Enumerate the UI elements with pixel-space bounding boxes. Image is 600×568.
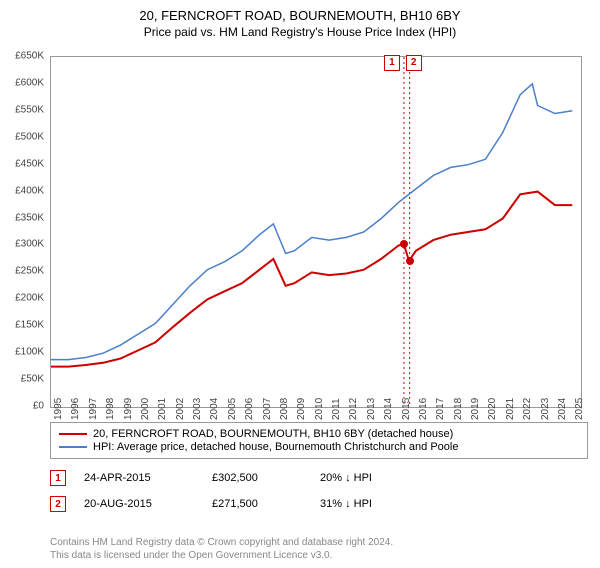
x-tick-label: 2019 xyxy=(470,398,481,420)
x-tick-label: 2023 xyxy=(540,398,551,420)
x-tick-label: 2025 xyxy=(574,398,585,420)
y-tick-label: £450K xyxy=(4,158,44,169)
sale-dot xyxy=(400,240,408,248)
x-tick-label: 2018 xyxy=(453,398,464,420)
y-tick-label: £550K xyxy=(4,104,44,115)
x-tick-label: 1998 xyxy=(105,398,116,420)
x-tick-label: 2003 xyxy=(192,398,203,420)
series-hpi xyxy=(51,84,572,360)
legend-label: 20, FERNCROFT ROAD, BOURNEMOUTH, BH10 6B… xyxy=(93,428,453,440)
x-tick-label: 2011 xyxy=(331,398,342,420)
x-tick-label: 2001 xyxy=(157,398,168,420)
legend-box: 20, FERNCROFT ROAD, BOURNEMOUTH, BH10 6B… xyxy=(50,422,588,459)
y-tick-label: £250K xyxy=(4,266,44,277)
x-tick-label: 2008 xyxy=(279,398,290,420)
sale-date: 24-APR-2015 xyxy=(84,472,194,484)
x-tick-label: 2007 xyxy=(262,398,273,420)
legend-swatch xyxy=(59,433,87,435)
sale-row: 2 20-AUG-2015 £271,500 31% ↓ HPI xyxy=(50,496,570,512)
y-tick-label: £500K xyxy=(4,131,44,142)
x-tick-label: 2016 xyxy=(418,398,429,420)
sale-marker-1: 1 xyxy=(384,55,400,71)
x-tick-label: 2022 xyxy=(522,398,533,420)
y-tick-label: £0 xyxy=(4,401,44,412)
y-tick-label: £600K xyxy=(4,77,44,88)
sale-marker-2: 2 xyxy=(406,55,422,71)
plot-area: 12 xyxy=(50,56,582,408)
legend-swatch xyxy=(59,446,87,448)
y-tick-label: £400K xyxy=(4,185,44,196)
x-tick-label: 2000 xyxy=(140,398,151,420)
chart-title: 20, FERNCROFT ROAD, BOURNEMOUTH, BH10 6B… xyxy=(0,8,600,23)
x-tick-label: 1999 xyxy=(123,398,134,420)
x-tick-label: 1997 xyxy=(88,398,99,420)
sale-change: 20% ↓ HPI xyxy=(320,472,372,484)
y-tick-label: £50K xyxy=(4,374,44,385)
x-tick-label: 2012 xyxy=(348,398,359,420)
x-tick-label: 2006 xyxy=(244,398,255,420)
x-tick-label: 2017 xyxy=(435,398,446,420)
sale-row-marker: 2 xyxy=(50,496,66,512)
x-tick-label: 2015 xyxy=(401,398,412,420)
x-tick-label: 2020 xyxy=(487,398,498,420)
sale-price: £271,500 xyxy=(212,498,302,510)
x-tick-label: 2024 xyxy=(557,398,568,420)
x-tick-label: 1996 xyxy=(70,398,81,420)
chart-subtitle: Price paid vs. HM Land Registry's House … xyxy=(0,25,600,39)
chart-area: 12 £0£50K£100K£150K£200K£250K£300K£350K£… xyxy=(50,56,580,406)
x-tick-label: 2010 xyxy=(314,398,325,420)
y-tick-label: £150K xyxy=(4,320,44,331)
y-tick-label: £200K xyxy=(4,293,44,304)
legend-label: HPI: Average price, detached house, Bour… xyxy=(93,441,458,453)
sale-row: 1 24-APR-2015 £302,500 20% ↓ HPI xyxy=(50,470,570,486)
x-tick-label: 2014 xyxy=(383,398,394,420)
y-tick-label: £300K xyxy=(4,239,44,250)
y-tick-label: £350K xyxy=(4,212,44,223)
x-tick-label: 2002 xyxy=(175,398,186,420)
y-tick-label: £100K xyxy=(4,347,44,358)
legend-row: HPI: Average price, detached house, Bour… xyxy=(59,441,579,453)
x-tick-label: 1995 xyxy=(53,398,64,420)
x-tick-label: 2013 xyxy=(366,398,377,420)
sale-row-marker: 1 xyxy=(50,470,66,486)
x-tick-label: 2021 xyxy=(505,398,516,420)
sale-change: 31% ↓ HPI xyxy=(320,498,372,510)
x-tick-label: 2005 xyxy=(227,398,238,420)
plot-svg xyxy=(51,57,581,407)
footer-line1: Contains HM Land Registry data © Crown c… xyxy=(50,536,393,549)
legend-row: 20, FERNCROFT ROAD, BOURNEMOUTH, BH10 6B… xyxy=(59,428,579,440)
footer-line2: This data is licensed under the Open Gov… xyxy=(50,549,393,562)
sale-price: £302,500 xyxy=(212,472,302,484)
footer-text: Contains HM Land Registry data © Crown c… xyxy=(50,536,393,562)
sale-dot xyxy=(406,257,414,265)
x-tick-label: 2009 xyxy=(296,398,307,420)
y-tick-label: £650K xyxy=(4,51,44,62)
sale-date: 20-AUG-2015 xyxy=(84,498,194,510)
x-tick-label: 2004 xyxy=(209,398,220,420)
